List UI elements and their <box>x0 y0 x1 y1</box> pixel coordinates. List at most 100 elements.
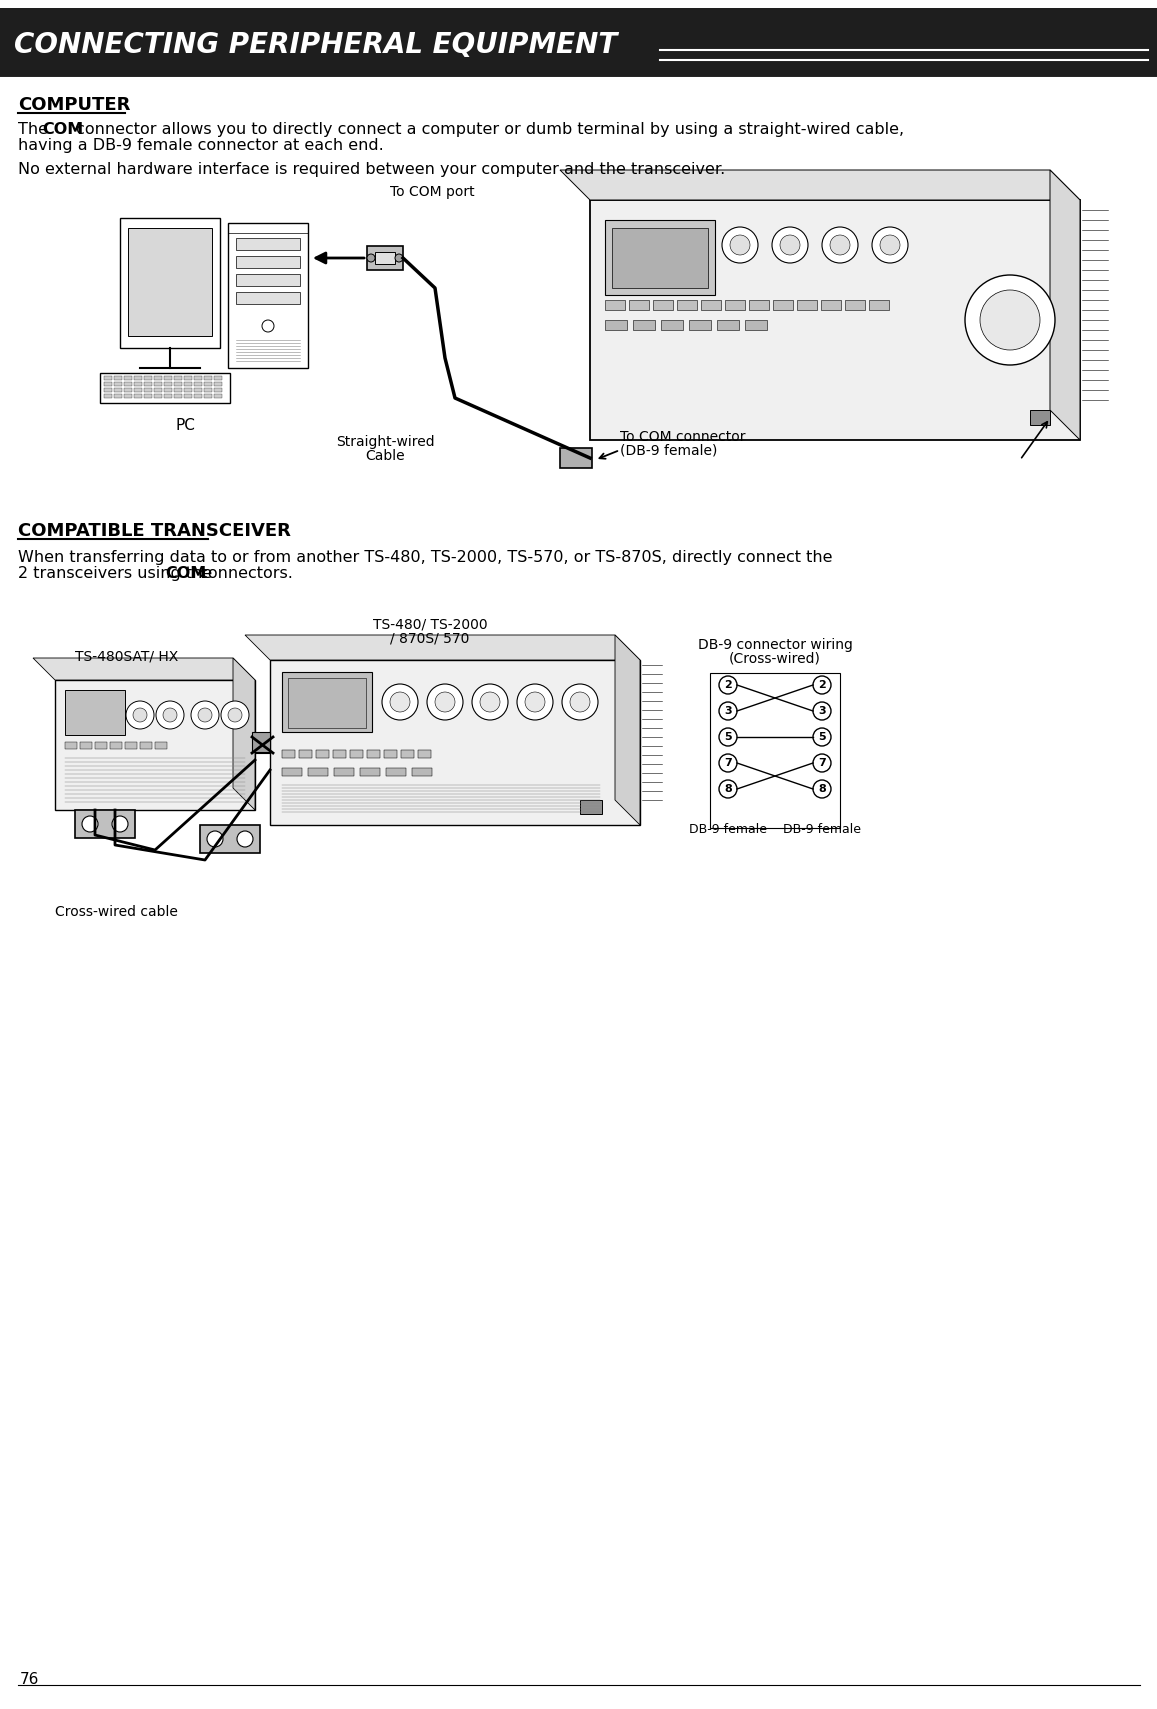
Circle shape <box>722 227 758 263</box>
Bar <box>154 395 162 398</box>
Circle shape <box>813 677 831 694</box>
Bar <box>0 9 1157 79</box>
Bar <box>184 383 192 386</box>
Bar <box>375 251 395 263</box>
Bar <box>717 320 739 330</box>
Text: DB-9 female: DB-9 female <box>783 824 861 836</box>
Text: connectors.: connectors. <box>194 566 293 581</box>
Text: 5: 5 <box>724 731 732 742</box>
Circle shape <box>133 708 147 721</box>
Bar <box>125 742 137 749</box>
Circle shape <box>880 236 900 255</box>
Bar <box>412 767 432 776</box>
Text: having a DB-9 female connector at each end.: having a DB-9 female connector at each e… <box>19 138 384 154</box>
Bar <box>605 220 715 296</box>
Text: The: The <box>19 121 53 137</box>
Bar <box>134 383 142 386</box>
Bar <box>75 810 135 837</box>
Bar <box>134 395 142 398</box>
Bar <box>124 395 132 398</box>
Bar <box>282 767 302 776</box>
Bar <box>605 301 625 309</box>
Bar <box>115 383 121 386</box>
Text: 8: 8 <box>818 784 826 795</box>
Bar <box>270 660 640 825</box>
Text: COMPUTER: COMPUTER <box>19 96 131 115</box>
Bar <box>104 383 112 386</box>
Text: 3: 3 <box>818 706 826 716</box>
Text: COM: COM <box>42 121 83 137</box>
Circle shape <box>156 701 184 730</box>
Bar <box>204 388 212 391</box>
Text: PC: PC <box>175 419 194 432</box>
Circle shape <box>472 684 508 719</box>
Text: (DB-9 female): (DB-9 female) <box>620 444 717 458</box>
Bar <box>255 737 273 754</box>
Text: CONNECTING PERIPHERAL EQUIPMENT: CONNECTING PERIPHERAL EQUIPMENT <box>14 31 617 60</box>
Text: 7: 7 <box>818 759 826 767</box>
Text: TS-480/ TS-2000: TS-480/ TS-2000 <box>373 619 487 632</box>
Text: 7: 7 <box>724 759 732 767</box>
Circle shape <box>228 708 242 721</box>
Bar <box>629 301 649 309</box>
Polygon shape <box>1051 169 1079 439</box>
Bar <box>140 742 152 749</box>
Bar <box>194 388 202 391</box>
Bar <box>104 376 112 379</box>
Bar <box>143 388 152 391</box>
Bar <box>124 388 132 391</box>
Bar <box>174 383 182 386</box>
Text: 2 transceivers using the: 2 transceivers using the <box>19 566 218 581</box>
Circle shape <box>207 831 223 848</box>
Text: 2: 2 <box>818 680 826 690</box>
Bar <box>214 388 222 391</box>
Bar <box>154 376 162 379</box>
Bar <box>204 376 212 379</box>
Bar <box>174 388 182 391</box>
Circle shape <box>395 255 403 261</box>
Bar <box>155 742 167 749</box>
Bar <box>174 376 182 379</box>
Bar <box>745 320 767 330</box>
Text: When transferring data to or from another TS-480, TS-2000, TS-570, or TS-870S, d: When transferring data to or from anothe… <box>19 550 833 566</box>
Bar <box>164 388 172 391</box>
Bar <box>367 750 379 759</box>
Bar <box>143 395 152 398</box>
Bar <box>236 292 300 304</box>
Bar <box>204 395 212 398</box>
Bar <box>710 673 840 827</box>
Bar <box>184 395 192 398</box>
Polygon shape <box>120 219 220 349</box>
Bar <box>184 388 192 391</box>
Bar <box>164 395 172 398</box>
Circle shape <box>427 684 463 719</box>
Bar <box>360 767 379 776</box>
Bar <box>154 388 162 391</box>
Bar <box>154 383 162 386</box>
Bar <box>401 750 414 759</box>
Bar <box>214 376 222 379</box>
Bar <box>845 301 865 309</box>
Circle shape <box>718 702 737 719</box>
Bar <box>143 383 152 386</box>
Bar <box>797 301 817 309</box>
Circle shape <box>82 815 98 832</box>
Bar <box>351 750 363 759</box>
Text: (Cross-wired): (Cross-wired) <box>729 653 821 667</box>
Circle shape <box>821 227 858 263</box>
Bar <box>124 383 132 386</box>
Bar <box>236 256 300 268</box>
Bar <box>200 825 260 853</box>
Bar <box>288 678 366 728</box>
Circle shape <box>112 815 128 832</box>
Circle shape <box>237 831 253 848</box>
Bar <box>164 383 172 386</box>
Circle shape <box>718 677 737 694</box>
Bar <box>204 383 212 386</box>
Bar <box>65 690 125 735</box>
Bar <box>115 376 121 379</box>
Bar <box>110 742 121 749</box>
Circle shape <box>126 701 154 730</box>
Bar <box>653 301 673 309</box>
Bar <box>308 767 327 776</box>
